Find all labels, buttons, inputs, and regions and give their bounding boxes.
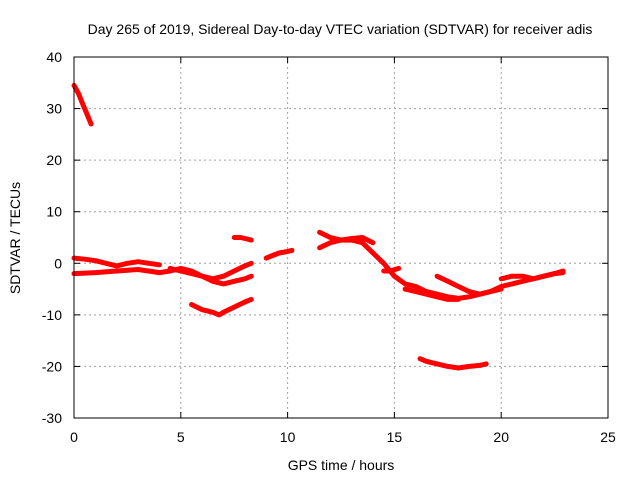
y-tick-label: 10: [46, 204, 62, 220]
tick-labels: 0 5 10 15 20 25 -30 -20 -10 0 10 20 30 40: [42, 49, 616, 445]
series-arc-14: [417, 356, 489, 371]
data-traces: [71, 82, 566, 371]
x-tick-label: 25: [600, 429, 616, 445]
series-arc-2: [71, 255, 162, 269]
axis-ticks: [73, 56, 609, 419]
series-arc-7: [263, 247, 295, 261]
y-tick-label: 20: [46, 152, 62, 168]
series-arc-5: [189, 296, 254, 318]
y-tick-label: -10: [42, 307, 62, 323]
x-tick-label: 15: [387, 429, 403, 445]
y-tick-label: -20: [42, 358, 62, 374]
y-tick-label: 0: [54, 255, 62, 271]
series-arc-3: [71, 265, 254, 287]
chart-title: Day 265 of 2019, Sidereal Day-to-day VTE…: [88, 21, 593, 37]
x-tick-label: 10: [280, 429, 296, 445]
x-axis-label: GPS time / hours: [288, 457, 395, 473]
series-arc-1: [71, 82, 94, 127]
series-arc-9: [317, 237, 504, 301]
x-tick-label: 5: [177, 429, 185, 445]
y-tick-label: 30: [46, 101, 62, 117]
x-tick-label: 20: [493, 429, 509, 445]
x-tick-label: 0: [70, 429, 78, 445]
y-axis-label: SDTVAR / TECUs: [7, 182, 23, 294]
y-tick-label: -30: [42, 410, 62, 426]
plot-frame: [73, 56, 609, 419]
y-tick-label: 40: [46, 49, 62, 65]
series-arc-10: [381, 265, 402, 274]
grid: [74, 57, 608, 418]
series-arc-4: [167, 260, 254, 282]
series-arc-13: [498, 268, 566, 282]
series-arc-6: [231, 235, 254, 243]
series-arc-11: [402, 286, 461, 302]
